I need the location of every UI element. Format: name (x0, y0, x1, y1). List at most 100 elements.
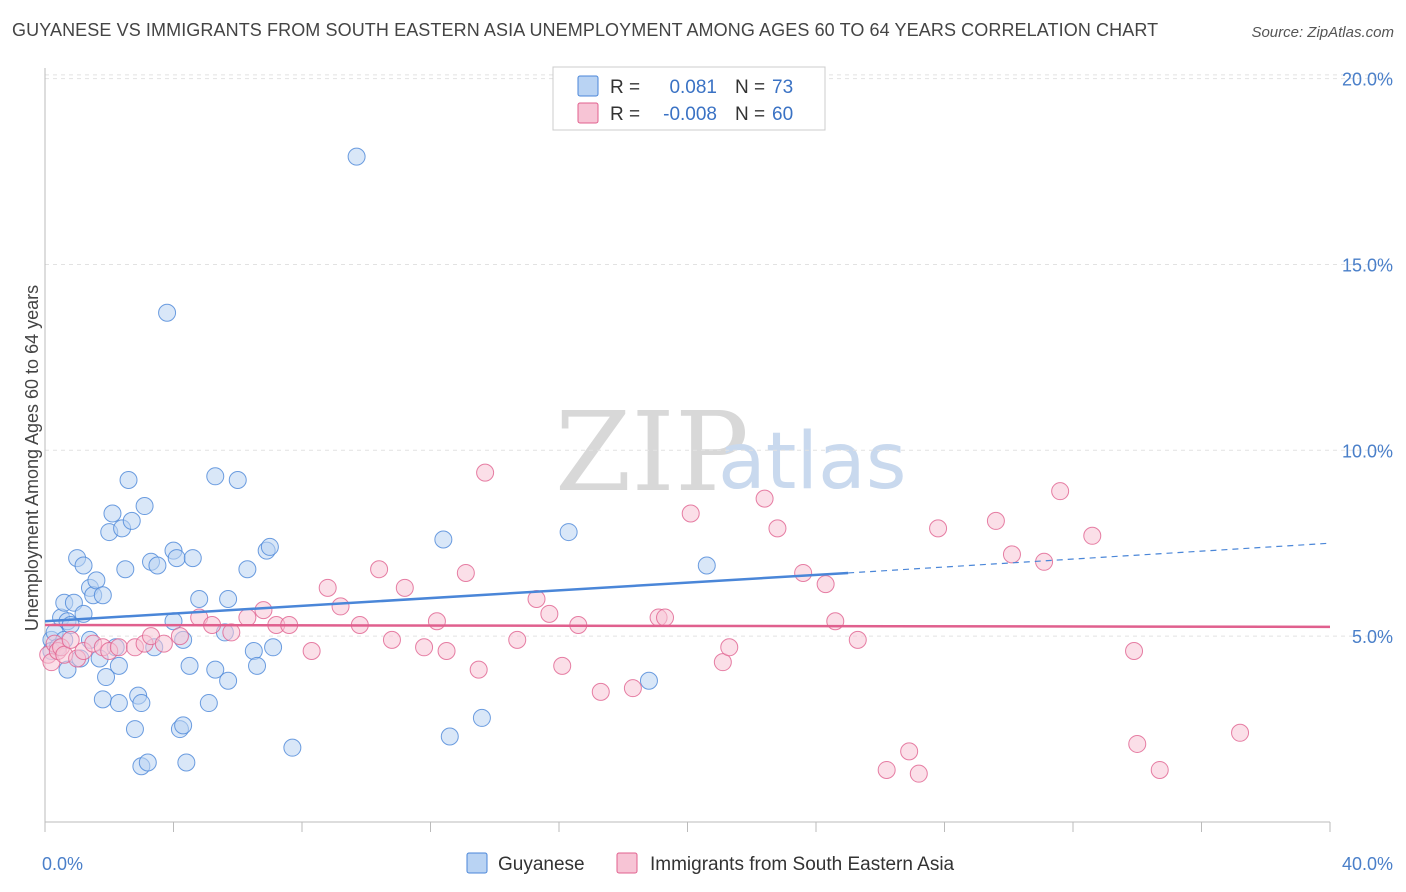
legend-label-guyanese: Guyanese (498, 854, 585, 875)
sea-point (656, 608, 675, 627)
sea-point (900, 742, 919, 761)
guyanese-point (148, 556, 167, 575)
sea-point (222, 623, 241, 642)
guyanese-point (264, 638, 283, 657)
y-tick-label: 20.0% (1342, 70, 1393, 90)
stats-r-value: 0.081 (669, 77, 717, 98)
legend-swatch-guyanese (466, 852, 488, 874)
sea-point (986, 511, 1005, 530)
sea-point (1150, 760, 1169, 779)
legend-label-sea: Immigrants from South Eastern Asia (650, 854, 955, 875)
stats-r-value: -0.008 (663, 104, 717, 125)
guyanese-point (132, 694, 151, 713)
sea-point (816, 575, 835, 594)
guyanese-point (440, 727, 459, 746)
sea-point (395, 578, 414, 597)
sea-point (254, 601, 273, 620)
guyanese-point (93, 586, 112, 605)
guyanese-point (74, 556, 93, 575)
sea-point (382, 630, 401, 649)
guyanese-point (109, 694, 128, 713)
guyanese-point (167, 549, 186, 568)
guyanese-point (183, 549, 202, 568)
sea-point (469, 660, 488, 679)
chart-title: GUYANESE VS IMMIGRANTS FROM SOUTH EASTER… (12, 20, 1159, 40)
guyanese-point (97, 668, 116, 687)
sea-point (508, 630, 527, 649)
guyanese-point (347, 147, 366, 166)
sea-point (1002, 545, 1021, 564)
guyanese-point (138, 753, 157, 772)
sea-point (1083, 526, 1102, 545)
stats-swatch-guyanese (577, 75, 599, 97)
sea-point (476, 463, 495, 482)
trend-lines (44, 542, 1331, 629)
sea-point (154, 634, 173, 653)
guyanese-point (158, 303, 177, 322)
guyanese-point (219, 589, 238, 608)
guyanese-point (283, 738, 302, 757)
guyanese-point (434, 530, 453, 549)
x-tick-label: 0.0% (42, 854, 83, 874)
sea-point (170, 627, 189, 646)
stats-swatch-sea (577, 102, 599, 124)
sea-point (848, 630, 867, 649)
guyanese-point (238, 560, 257, 579)
guyanese-point (639, 671, 658, 690)
guyanese-point (219, 671, 238, 690)
sea-point (331, 597, 350, 616)
legend-swatch-sea (616, 852, 638, 874)
sea-point (877, 760, 896, 779)
sea-point (1051, 482, 1070, 501)
stats-r-label: R = (610, 77, 640, 98)
guyanese-point (109, 656, 128, 675)
guyanese-point (87, 571, 106, 590)
guyanese-trend-line (44, 571, 849, 623)
guyanese-point (248, 656, 267, 675)
guyanese-point (697, 556, 716, 575)
sea-point (437, 642, 456, 661)
sea-point (540, 604, 559, 623)
guyanese-point (206, 660, 225, 679)
sea-point (768, 519, 787, 538)
guyanese-point (122, 511, 141, 530)
guyanese-point (228, 471, 247, 490)
guyanese-trend-extension (848, 542, 1331, 574)
guyanese-point (190, 589, 209, 608)
sea-point (456, 563, 475, 582)
guyanese-point (177, 753, 196, 772)
guyanese-point (206, 467, 225, 486)
stats-n-value: 60 (772, 104, 793, 125)
y-tick-label: 10.0% (1342, 441, 1393, 461)
sea-point (929, 519, 948, 538)
sea-point (755, 489, 774, 508)
sea-point (713, 653, 732, 672)
watermark-zip: ZIP (555, 388, 749, 516)
sea-point (238, 608, 257, 627)
sea-point (794, 563, 813, 582)
source-credit: Source: ZipAtlas.com (1251, 24, 1394, 41)
sea-point (553, 656, 572, 675)
series-legend: Guyanese Immigrants from South Eastern A… (466, 852, 955, 875)
sea-point (61, 630, 80, 649)
watermark-atlas: atlas (718, 417, 907, 507)
sea-point (109, 638, 128, 657)
guyanese-point (180, 656, 199, 675)
stats-n-label: N = (735, 77, 765, 98)
guyanese-point (199, 694, 218, 713)
stats-r-label: R = (610, 104, 640, 125)
guyanese-point (119, 471, 138, 490)
sea-point (318, 578, 337, 597)
x-tick-label: 40.0% (1342, 854, 1393, 874)
y-axis-label: Unemployment Among Ages 60 to 64 years (22, 285, 42, 631)
sea-point (591, 682, 610, 701)
guyanese-point (174, 716, 193, 735)
guyanese-point (260, 537, 279, 556)
guyanese-point (116, 560, 135, 579)
y-tick-label: 5.0% (1352, 627, 1393, 647)
gridlines (45, 74, 1390, 637)
sea-point (302, 642, 321, 661)
sea-point (1128, 734, 1147, 753)
guyanese-point (472, 708, 491, 727)
